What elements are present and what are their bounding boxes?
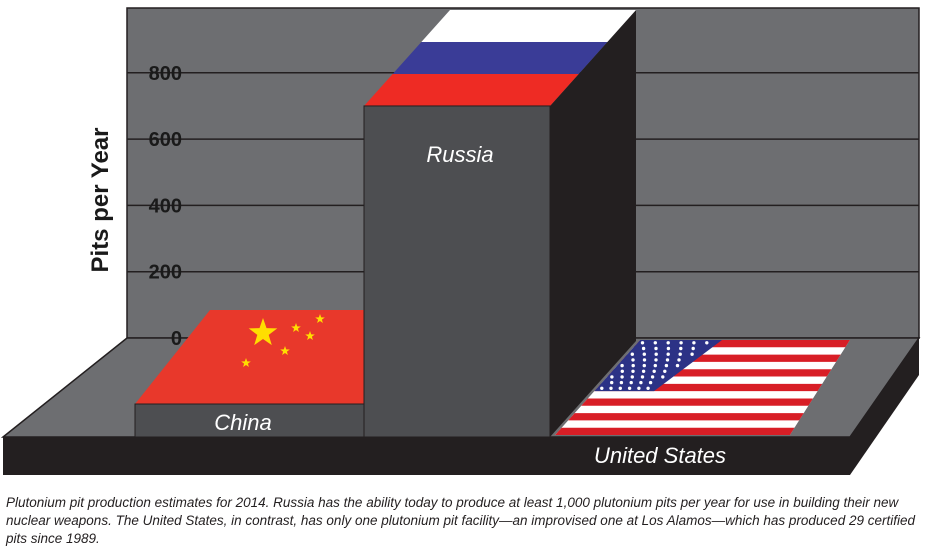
us-flag-star	[679, 341, 683, 345]
us-flag-star	[619, 380, 624, 385]
bar-china-front	[134, 403, 365, 438]
us-flag	[555, 340, 850, 435]
chart-base-side	[850, 338, 919, 475]
pit-production-chart: 0 200 400 600 800 Pits per Year China Russia…	[0, 7, 921, 475]
y-axis-ticks: 0 200 400 600 800	[149, 63, 182, 350]
us-flag-star	[666, 352, 670, 356]
us-flag-star	[690, 352, 694, 356]
chart-base-front	[3, 437, 850, 475]
us-flag-star	[640, 341, 645, 345]
y-tick-label: 0	[171, 328, 182, 350]
us-flag-star	[610, 375, 614, 379]
category-label-china: China	[214, 410, 271, 435]
us-flag-star	[653, 363, 657, 368]
us-flag-star	[666, 346, 671, 351]
china-flag-stars	[241, 314, 325, 367]
us-flag-star	[646, 386, 650, 390]
us-flag-star	[639, 380, 643, 385]
y-tick-label: 800	[149, 63, 182, 85]
star-icon	[241, 358, 251, 367]
us-flag-star	[631, 363, 635, 368]
us-flag-star	[678, 352, 682, 356]
us-flag-star	[664, 363, 669, 368]
russia-flag-white-stripe	[421, 9, 636, 42]
us-flag-star	[618, 386, 622, 390]
us-flag-star	[654, 352, 658, 356]
star-icon	[305, 331, 315, 340]
bar-russia	[363, 9, 636, 438]
us-flag-star	[631, 358, 635, 362]
russia-flag-blue-stripe	[392, 41, 608, 74]
bar-russia-side	[550, 9, 636, 437]
us-flag-star	[627, 386, 632, 390]
us-flag-star	[663, 369, 667, 373]
y-tick-label: 400	[149, 195, 182, 217]
y-tick-label: 200	[149, 262, 182, 284]
us-flag-star	[691, 346, 695, 351]
us-flag-star	[640, 375, 645, 379]
us-flag-star	[600, 386, 604, 390]
us-flag-star	[653, 341, 657, 345]
russia-flag-red-stripe	[364, 73, 579, 106]
star-icon	[315, 314, 325, 323]
us-flag-star	[665, 358, 670, 362]
us-flag-star	[705, 341, 709, 345]
us-flag-stripe	[581, 398, 814, 406]
us-flag-star	[652, 369, 656, 373]
category-label-united-states: United States	[594, 443, 726, 468]
us-flag-star	[661, 375, 665, 379]
bar-china	[134, 310, 365, 438]
us-flag-star	[630, 352, 634, 356]
us-flag-star	[641, 369, 646, 373]
us-flag-star	[642, 363, 646, 368]
us-flag-star	[620, 369, 624, 373]
us-flag-star	[620, 363, 624, 368]
us-flag-star	[631, 369, 635, 373]
us-flag-star	[692, 341, 696, 345]
star-icon	[280, 346, 290, 355]
figure-caption: Plutonium pit production estimates for 2…	[6, 495, 915, 546]
us-flag-star	[642, 358, 647, 362]
star-icon	[248, 318, 278, 346]
us-flag-star	[609, 386, 613, 390]
china-flag	[135, 310, 364, 404]
us-flag-star	[630, 375, 634, 379]
us-flag-star	[629, 380, 633, 385]
bar-russia-front	[363, 105, 551, 438]
us-flag-star	[637, 386, 641, 390]
us-flag-star	[675, 363, 680, 368]
us-flag-stripe	[568, 413, 804, 421]
y-tick-label: 600	[149, 129, 182, 151]
us-flag-star	[654, 358, 658, 362]
us-flag-stripe	[555, 427, 795, 435]
us-flag-star	[666, 341, 670, 345]
us-flag-star	[642, 352, 646, 356]
us-flag-star	[650, 375, 655, 379]
us-flag-star	[610, 380, 614, 385]
us-flag-canton	[594, 340, 722, 392]
us-flag-star	[677, 358, 681, 362]
us-flag-star	[641, 346, 646, 351]
bar-united-states	[555, 340, 850, 435]
star-icon	[291, 323, 301, 332]
us-flag-star	[679, 346, 683, 351]
us-flag-star	[648, 380, 653, 385]
us-flag-star	[654, 346, 658, 351]
y-axis-label: Pits per Year	[87, 128, 114, 273]
category-label-russia: Russia	[426, 142, 493, 167]
us-flag-star	[620, 375, 624, 379]
